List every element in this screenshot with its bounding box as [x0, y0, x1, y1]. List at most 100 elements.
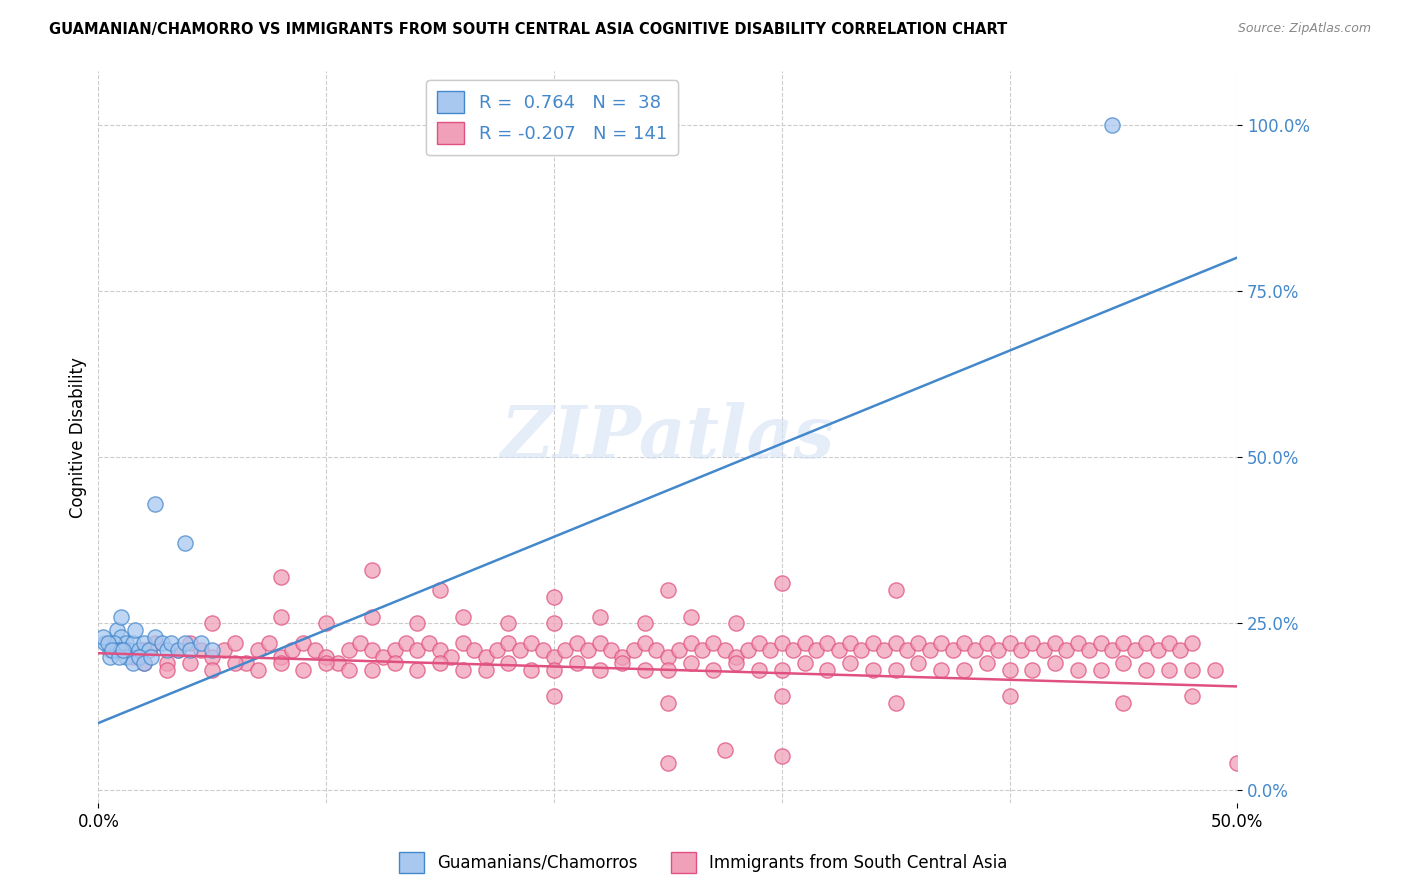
Point [543, 663, 565, 677]
Point [1157, 663, 1180, 677]
Point [110, 643, 132, 657]
Point [839, 636, 862, 650]
Point [128, 643, 150, 657]
Point [884, 696, 907, 710]
Point [429, 643, 451, 657]
Legend: Guamanians/Chamorros, Immigrants from South Central Asia: Guamanians/Chamorros, Immigrants from So… [392, 846, 1014, 880]
Point [929, 663, 952, 677]
Point [815, 636, 838, 650]
Point [121, 649, 143, 664]
Point [101, 643, 124, 657]
Point [1067, 663, 1090, 677]
Point [748, 636, 770, 650]
Point [1043, 636, 1066, 650]
Point [873, 643, 896, 657]
Point [167, 643, 190, 657]
Point [770, 749, 793, 764]
Point [486, 643, 509, 657]
Point [451, 636, 474, 650]
Point [160, 636, 183, 650]
Point [918, 643, 941, 657]
Point [770, 690, 793, 704]
Point [725, 656, 748, 670]
Point [1157, 636, 1180, 650]
Point [1090, 636, 1112, 650]
Y-axis label: Cognitive Disability: Cognitive Disability [69, 357, 87, 517]
Point [600, 643, 623, 657]
Point [315, 616, 337, 631]
Point [132, 643, 155, 657]
Point [98, 649, 121, 664]
Point [793, 636, 815, 650]
Point [1170, 643, 1192, 657]
Point [371, 649, 394, 664]
Point [406, 643, 429, 657]
Point [201, 663, 224, 677]
Point [612, 656, 634, 670]
Point [634, 636, 657, 650]
Point [896, 643, 918, 657]
Point [1090, 663, 1112, 677]
Point [725, 649, 748, 664]
Point [121, 636, 143, 650]
Point [270, 656, 292, 670]
Point [554, 643, 576, 657]
Point [117, 643, 139, 657]
Point [201, 616, 224, 631]
Point [304, 643, 326, 657]
Point [498, 616, 520, 631]
Point [440, 649, 463, 664]
Point [714, 742, 737, 756]
Point [121, 656, 143, 670]
Point [657, 649, 679, 664]
Point [145, 630, 167, 644]
Point [98, 643, 121, 657]
Point [1181, 663, 1204, 677]
Point [851, 643, 873, 657]
Point [1043, 656, 1066, 670]
Point [224, 656, 246, 670]
Point [326, 656, 349, 670]
Point [190, 636, 212, 650]
Point [576, 643, 599, 657]
Point [987, 643, 1010, 657]
Point [1204, 663, 1226, 677]
Point [953, 636, 976, 650]
Point [451, 663, 474, 677]
Point [337, 643, 360, 657]
Point [1112, 656, 1135, 670]
Point [998, 690, 1021, 704]
Point [292, 663, 315, 677]
Point [110, 643, 132, 657]
Point [998, 663, 1021, 677]
Point [657, 696, 679, 710]
Point [474, 663, 496, 677]
Point [429, 582, 451, 597]
Point [998, 636, 1021, 650]
Point [588, 663, 610, 677]
Point [174, 536, 197, 550]
Point [112, 643, 135, 657]
Point [138, 643, 160, 657]
Point [907, 656, 929, 670]
Point [167, 643, 190, 657]
Point [748, 663, 770, 677]
Point [224, 636, 246, 650]
Point [907, 636, 929, 650]
Point [976, 656, 998, 670]
Point [108, 649, 131, 664]
Point [281, 643, 304, 657]
Point [145, 636, 167, 650]
Point [804, 643, 827, 657]
Point [179, 643, 201, 657]
Point [132, 656, 155, 670]
Text: ZIPatlas: ZIPatlas [501, 401, 835, 473]
Point [96, 636, 118, 650]
Point [702, 636, 724, 650]
Point [725, 616, 748, 631]
Point [395, 636, 418, 650]
Point [201, 649, 224, 664]
Point [418, 636, 440, 650]
Point [315, 656, 337, 670]
Point [1010, 643, 1032, 657]
